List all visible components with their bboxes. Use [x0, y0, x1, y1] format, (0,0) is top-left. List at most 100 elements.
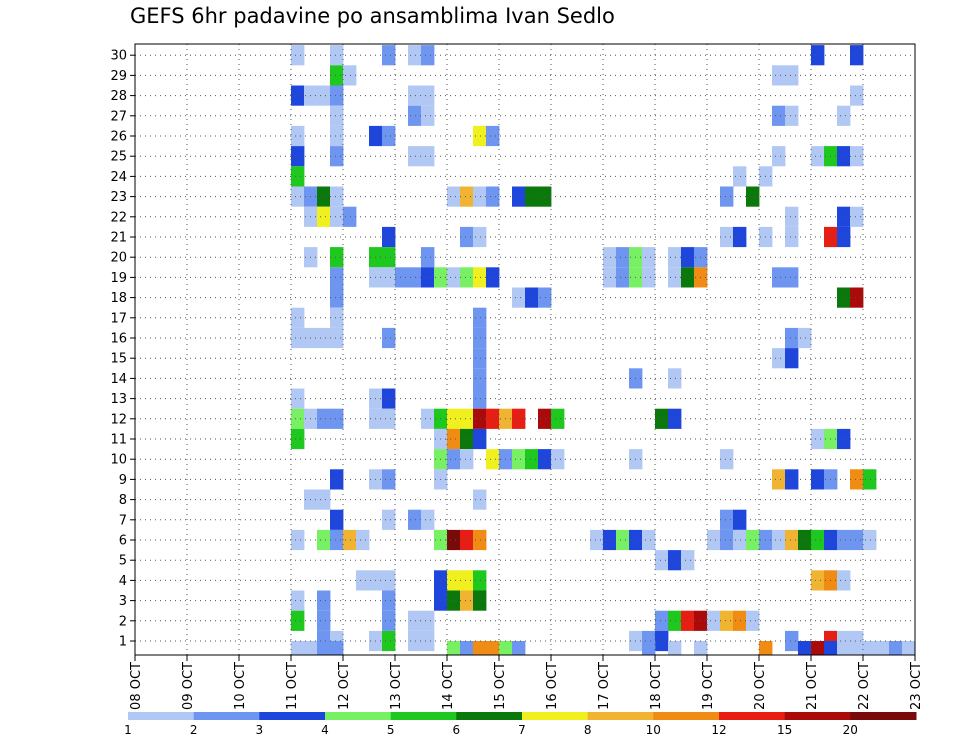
- heatmap-cell: [811, 469, 825, 490]
- heatmap-cell: [330, 85, 344, 106]
- heatmap-cell: [447, 186, 461, 207]
- heatmap-cell: [538, 408, 552, 429]
- colorbar-swatch: [390, 712, 457, 720]
- y-tick-label: 1: [119, 635, 127, 650]
- heatmap-cell: [291, 166, 305, 187]
- heatmap-cell: [512, 641, 526, 655]
- heatmap-cell: [460, 267, 474, 288]
- heatmap-cell: [720, 449, 734, 470]
- heatmap-cell: [304, 641, 318, 655]
- heatmap-cell: [733, 509, 747, 530]
- heatmap-cell: [720, 610, 734, 631]
- heatmap-cell: [785, 469, 799, 490]
- heatmap-cell: [473, 348, 487, 369]
- grid-lines: [134, 44, 916, 655]
- heatmap-cell: [720, 226, 734, 248]
- heatmap-cell: [408, 610, 422, 631]
- heatmap-cell: [681, 267, 695, 288]
- heatmap-cell: [343, 206, 357, 227]
- heatmap-cell: [330, 307, 344, 328]
- heatmap-cell: [382, 570, 396, 591]
- heatmap-cell: [330, 529, 344, 551]
- heatmap-cell: [473, 226, 487, 248]
- heatmap-cell: [408, 267, 422, 288]
- heatmap-cell: [408, 45, 422, 66]
- colorbar-swatch: [259, 712, 326, 720]
- heatmap-cell: [447, 570, 461, 591]
- heatmap-cell: [473, 570, 487, 591]
- y-tick-label: 21: [110, 231, 127, 246]
- heatmap-cell: [291, 428, 305, 450]
- heatmap-cell: [681, 247, 695, 268]
- heatmap-cell: [330, 327, 344, 349]
- heatmap-cell: [772, 348, 786, 369]
- heatmap-cell: [473, 489, 487, 510]
- x-tick-label: 11 OCT: [285, 662, 300, 710]
- chart-title: GEFS 6hr padavine po ansamblima Ivan Sed…: [130, 4, 615, 28]
- heatmap-cell: [668, 610, 682, 631]
- heatmap-cell: [421, 610, 435, 631]
- heatmap-cell: [317, 590, 331, 611]
- heatmap-cell: [473, 529, 487, 551]
- heatmap-cell: [317, 85, 331, 106]
- colorbar-swatch: [193, 712, 260, 720]
- heatmap-cell: [382, 408, 396, 429]
- heatmap-cell: [616, 267, 630, 288]
- heatmap-cell: [447, 408, 461, 429]
- colorbar-swatch: [784, 712, 851, 720]
- heatmap-cell: [876, 641, 890, 655]
- heatmap-cell: [291, 641, 305, 655]
- x-tick-label: 23 OCT: [909, 662, 924, 710]
- colorbar-swatch: [325, 712, 392, 720]
- y-tick-label: 6: [119, 534, 127, 549]
- heatmap-cell: [356, 570, 370, 591]
- heatmap-cell: [798, 529, 812, 551]
- heatmap-cell: [837, 529, 851, 551]
- heatmap-cell: [382, 247, 396, 268]
- heatmap-cell: [473, 388, 487, 409]
- heatmap-cell: [330, 206, 344, 227]
- heatmap-cell: [382, 125, 396, 147]
- heatmap-cell: [291, 186, 305, 207]
- heatmap-cell: [499, 641, 513, 655]
- heatmap-cell: [408, 630, 422, 652]
- y-tick-label: 8: [119, 493, 127, 508]
- y-tick-label: 16: [110, 332, 127, 347]
- y-tick-label: 5: [119, 554, 127, 569]
- heatmap-cell: [330, 125, 344, 147]
- heatmap-cell: [551, 449, 565, 470]
- heatmap-cell: [421, 630, 435, 652]
- y-tick-label: 25: [110, 150, 127, 165]
- x-tick-label: 09 OCT: [181, 662, 196, 710]
- heatmap-cell: [330, 65, 344, 86]
- y-tick-label: 29: [110, 69, 127, 84]
- heatmap-cell: [395, 267, 409, 288]
- heatmap-cell: [733, 610, 747, 631]
- heatmap-cell: [330, 45, 344, 66]
- x-tick-label: 08 OCT: [129, 662, 144, 710]
- heatmap-cell: [473, 186, 487, 207]
- y-tick-label: 10: [110, 453, 127, 468]
- colorbar-swatch: [850, 712, 917, 720]
- heatmap-cell: [590, 529, 604, 551]
- y-tick-label: 12: [110, 412, 127, 427]
- heatmap-cell: [473, 590, 487, 611]
- heatmap-cell: [447, 449, 461, 470]
- x-tick-label: 13 OCT: [389, 662, 404, 710]
- colorbar-label: 1: [124, 723, 132, 737]
- heatmap-cell: [382, 590, 396, 611]
- heatmap-cell: [538, 186, 552, 207]
- x-tick-label: 18 OCT: [649, 662, 664, 710]
- heatmap-cell: [291, 327, 305, 349]
- heatmap-cell: [382, 327, 396, 349]
- y-tick-label: 3: [119, 594, 127, 609]
- colorbar-swatch: [587, 712, 654, 720]
- heatmap-cell: [291, 125, 305, 147]
- heatmap-cell: [668, 408, 682, 429]
- heatmap-cell: [785, 348, 799, 369]
- y-tick-label: 23: [110, 190, 127, 205]
- heatmap-cell: [343, 65, 357, 86]
- heatmap-cell: [863, 529, 877, 551]
- heatmap-cell: [850, 146, 864, 167]
- y-tick-label: 19: [110, 271, 127, 286]
